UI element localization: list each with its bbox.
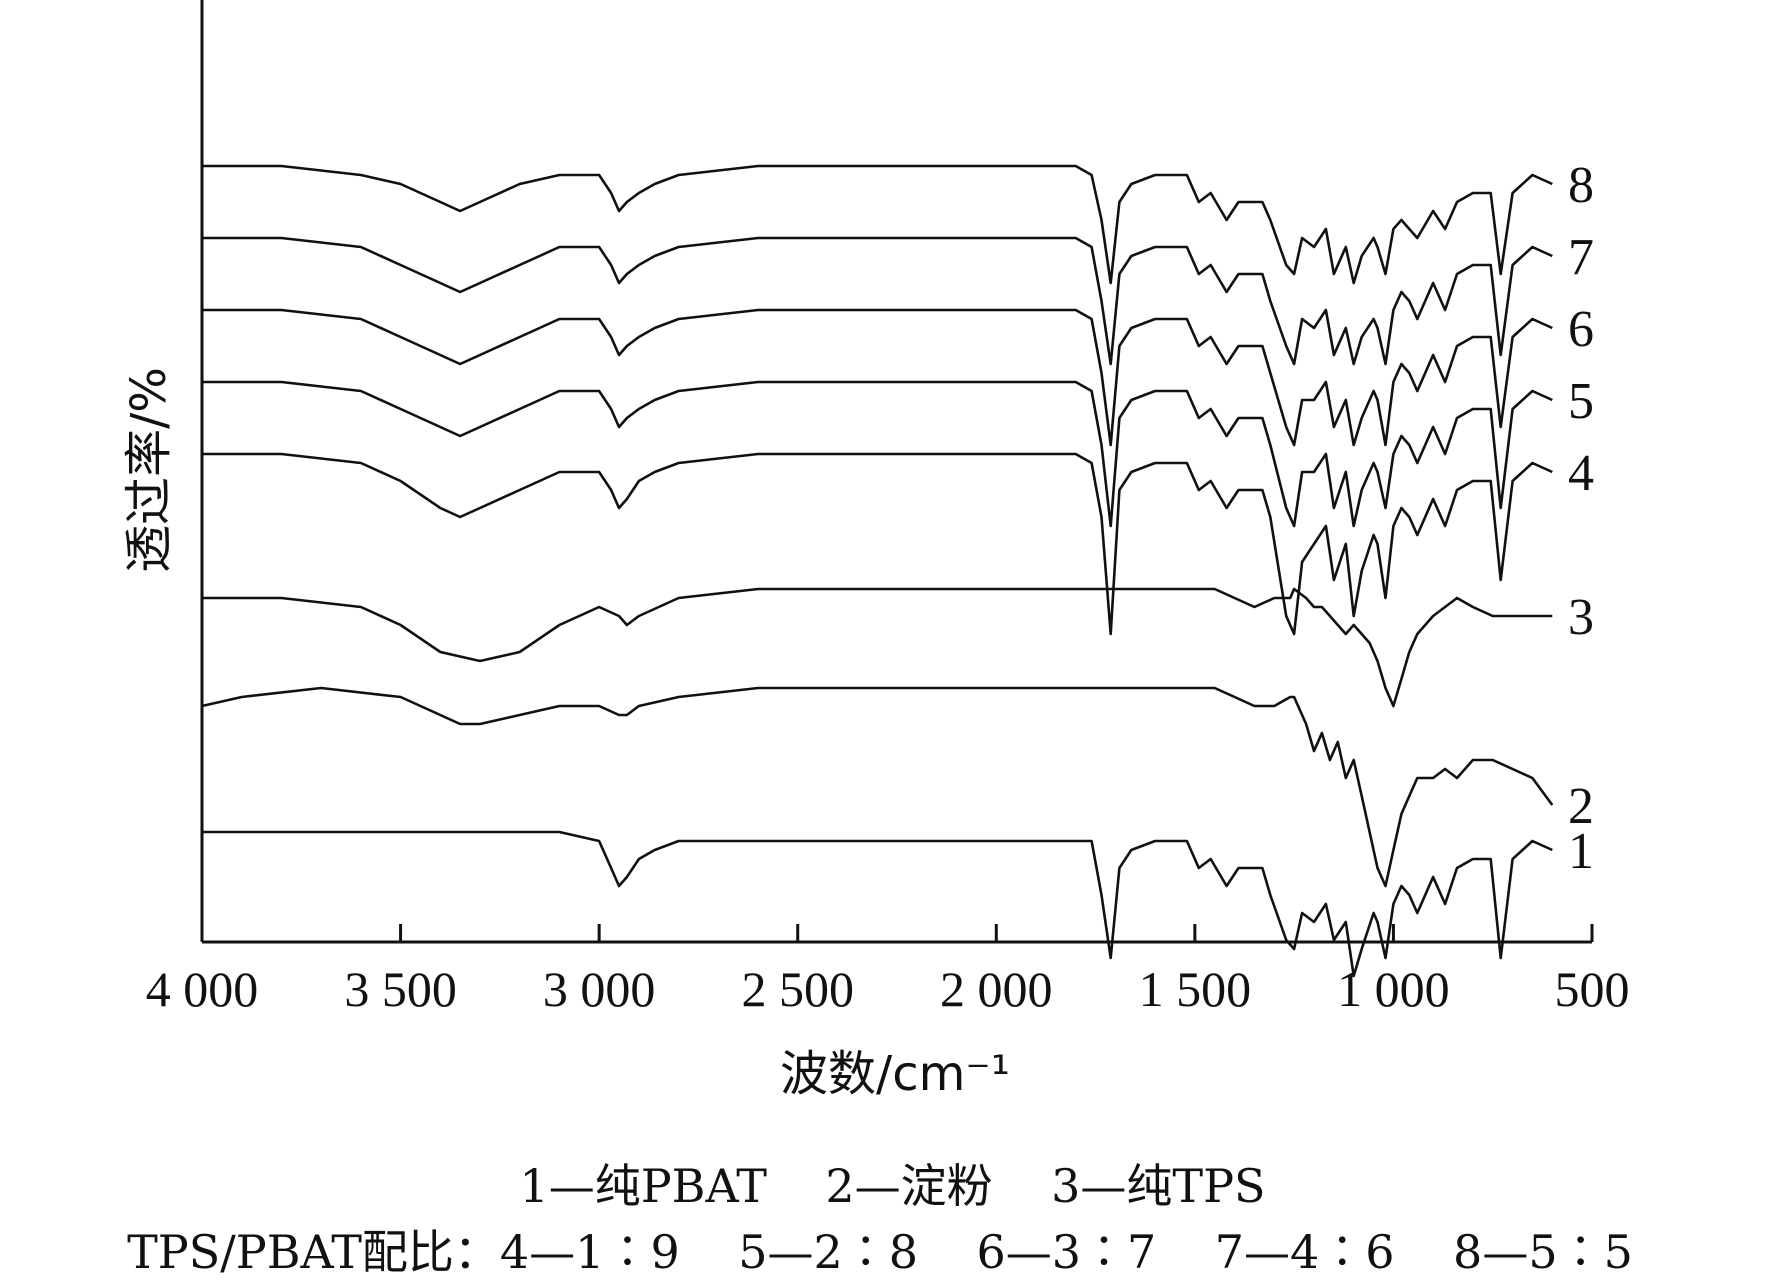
spectrum-line-8 [202, 164, 1553, 285]
ticks-layer: 4 000 3 500 3 000 2 500 2 000 1 500 1 000 500 [146, 924, 1630, 1017]
series-label-1: 1 [1568, 823, 1594, 880]
y-axis-title: 透过率/% [121, 367, 177, 573]
series-label-6: 6 [1568, 301, 1594, 358]
x-tick-label: 2 000 [940, 961, 1053, 1017]
x-tick-label: 500 [1555, 961, 1630, 1017]
caption-line-2: TPS/PBAT配比：4—1∶9 5—2∶8 6—3∶7 7—4∶6 8—5∶5 [127, 1225, 1633, 1279]
x-tick-label: 3 000 [543, 961, 656, 1017]
spectrum-line-6 [202, 308, 1553, 447]
series-label-7: 7 [1568, 229, 1594, 286]
series-label-5: 5 [1568, 373, 1594, 430]
ftir-chart: 4 000 3 500 3 000 2 500 2 000 1 500 1 000 500 1… [121, 0, 1630, 1102]
series-label-3: 3 [1568, 589, 1594, 646]
series-label-4: 4 [1568, 445, 1594, 502]
series-label-8: 8 [1568, 157, 1594, 214]
x-tick-label: 1 500 [1139, 961, 1252, 1017]
spectrum-line-1 [202, 830, 1553, 978]
spectrum-line-7 [202, 236, 1553, 366]
x-axis-title: 波数/cm⁻¹ [780, 1046, 1010, 1102]
spectrum-line-2 [201, 686, 1554, 888]
spectrum-line-5 [202, 380, 1553, 528]
series-labels-layer: 12 3 4 5 6 7 8 [1568, 157, 1594, 880]
x-tick-label: 4 000 [146, 961, 259, 1017]
series-label-2: 2 [1568, 778, 1594, 835]
caption-line-1: 1—纯PBAT 2—淀粉 3—纯TPS [519, 1159, 1266, 1213]
x-tick-label: 3 500 [344, 961, 457, 1017]
series-layer [201, 164, 1554, 978]
x-tick-label: 2 500 [741, 961, 854, 1017]
spectrum-line-4 [202, 452, 1553, 636]
axes-layer [200, 0, 1592, 944]
x-tick-label: 1 000 [1337, 961, 1450, 1017]
